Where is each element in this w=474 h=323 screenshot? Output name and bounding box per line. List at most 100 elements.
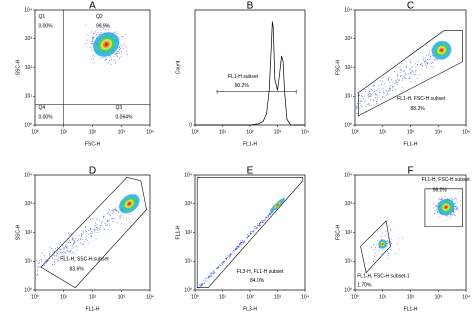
annotation: FL1-H, FSC-H subset — [397, 96, 446, 102]
event-dot — [375, 94, 376, 96]
event-dot — [229, 254, 230, 256]
event-dot — [377, 239, 378, 241]
event-dot — [84, 226, 86, 228]
event-dot — [72, 252, 74, 254]
event-dot — [237, 246, 239, 248]
event-dot — [57, 253, 58, 254]
event-dot — [81, 243, 83, 245]
event-dot — [92, 44, 94, 45]
event-dot — [54, 262, 56, 264]
event-dot — [259, 224, 261, 226]
event-dot — [113, 219, 115, 221]
event-dot — [92, 40, 94, 42]
annotation: 96.0% — [433, 187, 448, 193]
event-dot — [41, 266, 42, 268]
event-dot — [92, 38, 94, 40]
y-tick-label: 10³ — [25, 201, 33, 207]
event-dot — [429, 52, 431, 54]
panel: A FSC-H SSC-H 10⁰ 10¹ 10² 10³ 10⁴ 10⁰ 10¹ 10² 10³ 10… — [15, 1, 154, 148]
event-dot — [60, 249, 61, 251]
event-dot — [92, 37, 94, 38]
event-dot — [449, 215, 451, 217]
event-dot — [63, 251, 65, 252]
event-dot — [121, 222, 123, 224]
event-dot — [221, 262, 223, 264]
event-dot — [239, 243, 241, 245]
event-dot — [275, 209, 277, 210]
event-dot — [218, 266, 219, 267]
event-dot — [377, 246, 379, 248]
event-dot — [456, 207, 457, 209]
event-dot — [402, 77, 404, 79]
event-dot — [419, 64, 421, 65]
event-dot — [454, 208, 455, 210]
event-dot — [73, 239, 75, 241]
event-dot — [406, 67, 407, 68]
event-dot — [259, 223, 261, 225]
event-dot — [90, 31, 92, 33]
event-dot — [92, 32, 94, 34]
event-dot — [262, 219, 264, 221]
panel: D FL1-H SSC-H 10⁰ 10¹ 10² 10³ 10⁴ 10⁰ 10¹ 10² 10³ 10… — [15, 166, 154, 313]
event-dot — [112, 211, 114, 213]
event-dot — [107, 224, 108, 226]
event-dot — [402, 237, 403, 239]
event-dot — [259, 225, 261, 227]
event-dot — [97, 32, 99, 34]
event-dot — [94, 229, 96, 231]
event-dot — [404, 70, 405, 72]
event-dot — [359, 94, 360, 96]
event-dot — [65, 246, 67, 247]
event-dot — [210, 274, 212, 276]
event-dot — [211, 276, 213, 277]
event-dot — [364, 95, 365, 97]
plot-frame — [354, 174, 467, 291]
event-dot — [368, 103, 370, 105]
event-dot — [387, 245, 388, 247]
event-dot — [85, 236, 87, 237]
event-dot — [235, 248, 236, 249]
y-tick-label: 10⁴ — [24, 172, 32, 178]
x-tick-label: 10⁰ — [191, 294, 199, 300]
event-dot — [123, 43, 125, 45]
event-dot — [87, 240, 89, 242]
event-dot — [371, 105, 372, 107]
event-dot — [86, 238, 88, 240]
event-dot — [71, 238, 73, 240]
event-dot — [263, 221, 264, 223]
event-dot — [45, 263, 47, 264]
event-dot — [436, 211, 438, 213]
event-dot — [81, 234, 82, 236]
histogram-line — [195, 21, 305, 126]
event-dot — [88, 230, 90, 231]
event-dot — [110, 215, 111, 216]
event-dot — [206, 281, 208, 282]
event-dot — [119, 46, 121, 48]
event-dot — [427, 63, 428, 65]
event-dot — [243, 241, 245, 243]
event-dot — [389, 243, 391, 245]
event-dot — [64, 248, 65, 250]
event-dot — [93, 37, 95, 39]
event-dot — [86, 42, 87, 44]
event-dot — [117, 56, 118, 57]
annotation: Q4 — [38, 105, 45, 111]
gate — [196, 177, 304, 289]
y-tick-label: 10³ — [185, 201, 193, 207]
event-dot — [211, 273, 212, 275]
event-dot — [126, 46, 127, 48]
event-dot — [389, 88, 390, 89]
x-tick-label: 10³ — [118, 129, 126, 135]
x-tick-label: 10⁴ — [301, 129, 309, 135]
event-dot — [426, 63, 428, 64]
y-tick-label: 10⁴ — [344, 7, 352, 13]
event-dot — [230, 254, 232, 256]
event-dot — [119, 58, 120, 59]
event-dot — [247, 235, 249, 237]
event-dot — [67, 242, 69, 243]
event-dot — [429, 49, 430, 51]
gate — [40, 176, 147, 289]
event-dot — [417, 61, 419, 62]
y-tick-label: 10² — [345, 230, 353, 236]
annotation: FL1-H, SSC-H subset — [60, 256, 109, 262]
